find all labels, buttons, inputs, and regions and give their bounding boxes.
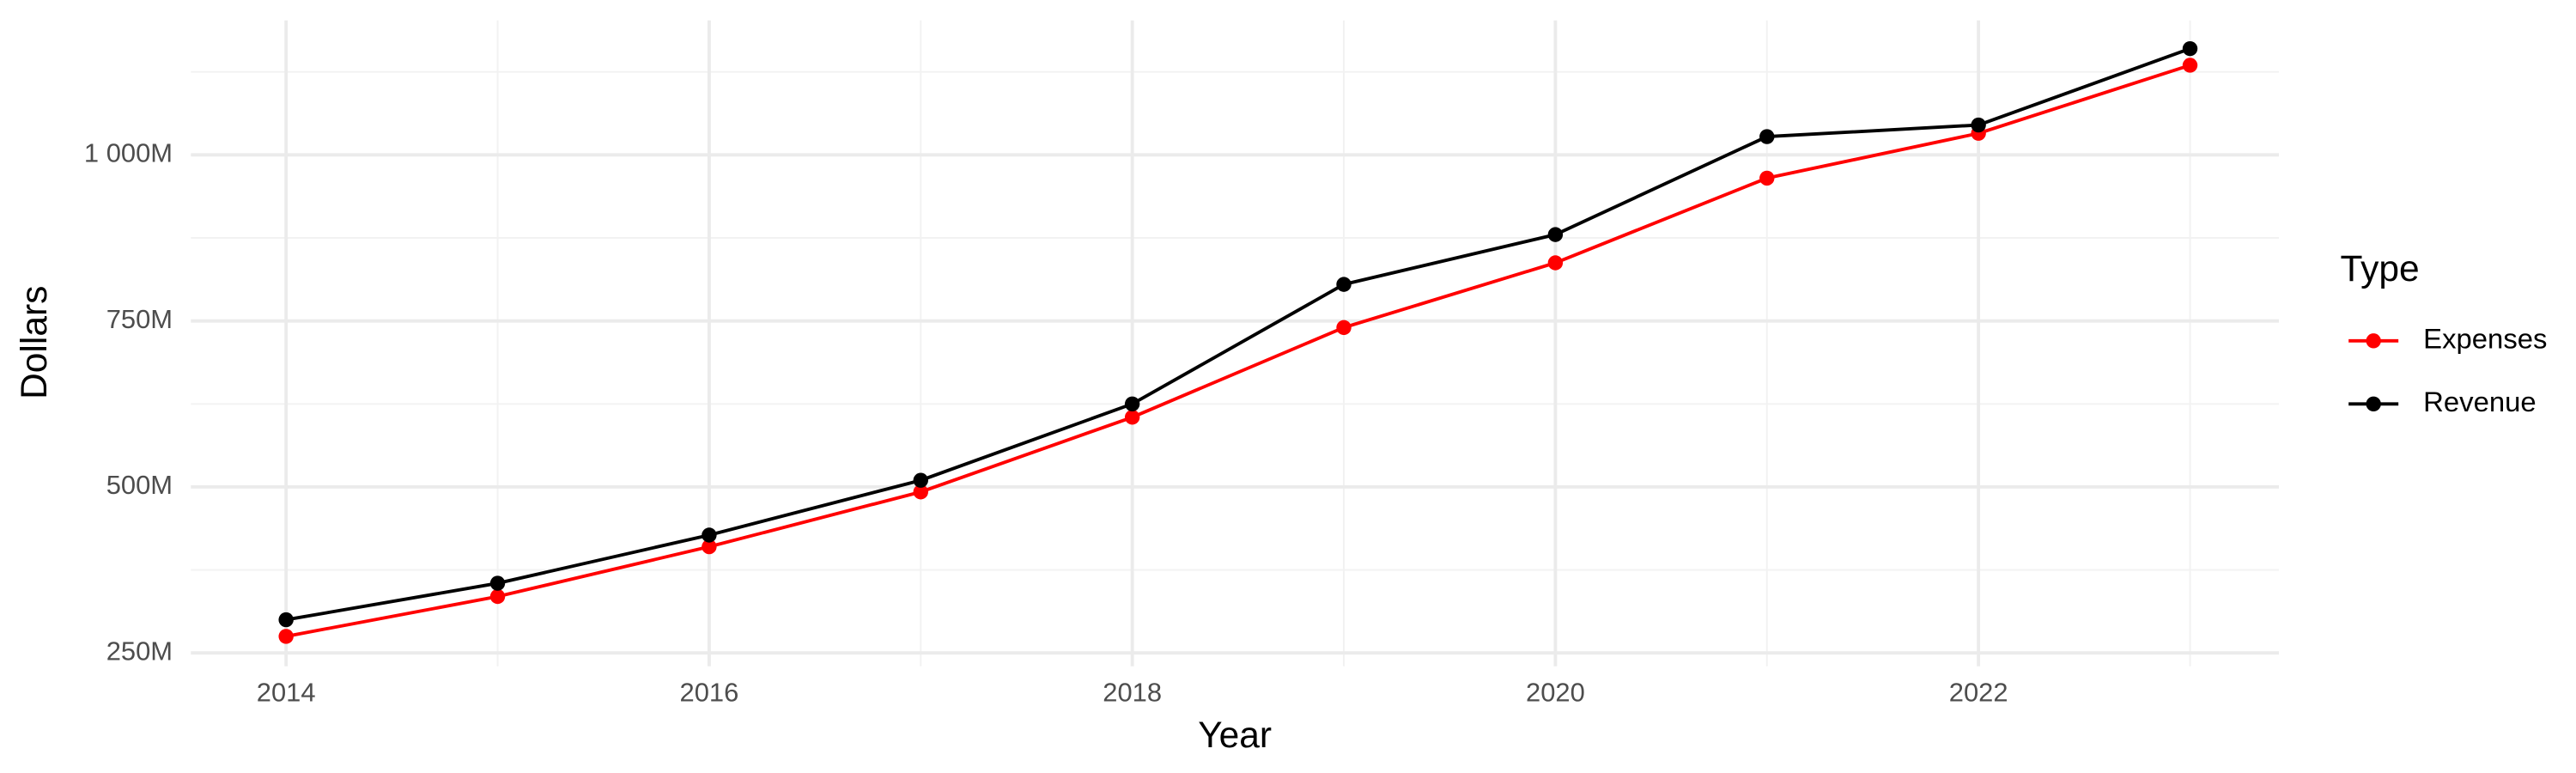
x-tick-label: 2018 <box>1103 678 1162 708</box>
data-point <box>702 539 717 555</box>
x-tick-label: 2022 <box>1949 678 2008 708</box>
y-tick-label: 500M <box>106 470 173 500</box>
legend-swatch-point <box>2366 333 2381 349</box>
y-axis-title: Dollars <box>15 286 55 399</box>
series-line <box>285 46 2191 622</box>
legend-label: Revenue <box>2423 386 2537 417</box>
y-tick-label: 750M <box>106 304 173 334</box>
data-point <box>1336 320 1352 336</box>
data-point <box>2182 40 2198 57</box>
y-tick-label: 1 000M <box>84 138 173 168</box>
grid <box>191 20 2279 666</box>
data-point <box>2182 58 2198 73</box>
data-point <box>278 612 294 628</box>
data-point <box>1547 255 1564 271</box>
x-axis-title: Year <box>1198 715 1272 756</box>
x-tick-label: 2020 <box>1526 678 1585 708</box>
data-point <box>913 484 928 500</box>
legend-title: Type <box>2341 249 2420 289</box>
data-point <box>1124 396 1140 411</box>
y-tick-label: 250M <box>106 636 173 666</box>
data-point <box>1336 277 1352 292</box>
data-point <box>1547 227 1564 242</box>
data-point <box>1759 129 1775 144</box>
legend-swatch-point <box>2366 396 2381 411</box>
series-line <box>285 64 2191 638</box>
data-point <box>489 588 506 605</box>
data-point <box>1124 410 1140 425</box>
data-point <box>278 629 294 644</box>
data-point <box>702 527 717 543</box>
x-tick-label: 2016 <box>680 678 739 708</box>
x-tick-label: 2014 <box>257 678 316 708</box>
data-point <box>489 575 506 591</box>
legend-label: Expenses <box>2423 323 2547 355</box>
data-point <box>1971 117 1986 133</box>
data-point <box>913 472 928 488</box>
data-point <box>1759 170 1775 186</box>
